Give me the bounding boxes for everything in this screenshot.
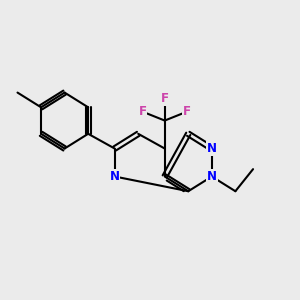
Text: N: N xyxy=(207,170,217,183)
Text: N: N xyxy=(207,142,217,155)
Text: F: F xyxy=(183,105,191,118)
Text: N: N xyxy=(110,170,120,183)
Text: F: F xyxy=(139,105,147,118)
Text: F: F xyxy=(161,92,169,105)
